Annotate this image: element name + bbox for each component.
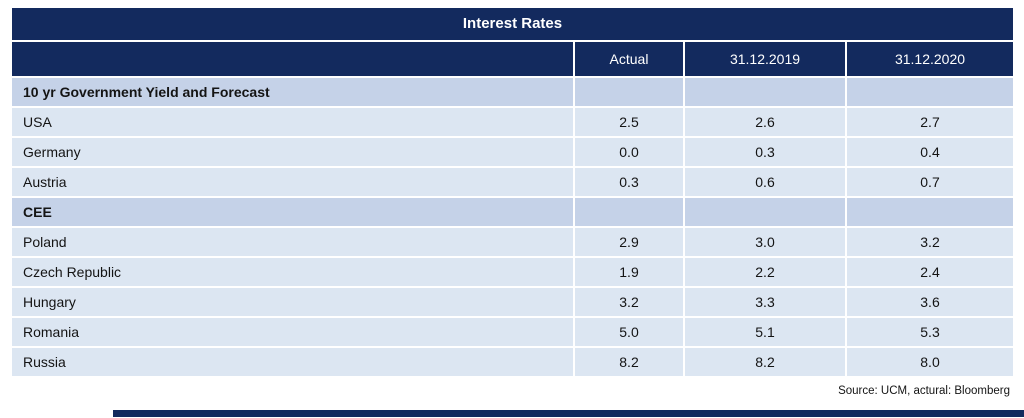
cell-2020: 5.3 xyxy=(847,318,1013,346)
cell-2020: 3.6 xyxy=(847,288,1013,316)
column-header-actual: Actual xyxy=(575,42,683,76)
column-header-2020: 31.12.2020 xyxy=(847,42,1013,76)
source-note: Source: UCM, actural: Bloomberg xyxy=(838,385,1010,397)
row-label: Hungary xyxy=(12,288,573,316)
section-label: CEE xyxy=(12,198,573,226)
cell-2020: 0.4 xyxy=(847,138,1013,166)
column-header-empty xyxy=(12,42,573,76)
cell-2020 xyxy=(847,198,1013,226)
row-label: USA xyxy=(12,108,573,136)
cell-2019: 2.2 xyxy=(685,258,845,286)
cell-2019: 3.0 xyxy=(685,228,845,256)
cell-actual: 1.9 xyxy=(575,258,683,286)
row-label: Austria xyxy=(12,168,573,196)
row-label: Poland xyxy=(12,228,573,256)
cell-2019: 8.2 xyxy=(685,348,845,376)
table-title: Interest Rates xyxy=(12,8,1013,40)
interest-rates-table: Interest Rates Actual 31.12.2019 31.12.2… xyxy=(12,8,1013,376)
cell-actual: 0.3 xyxy=(575,168,683,196)
cell-actual: 2.9 xyxy=(575,228,683,256)
cell-actual xyxy=(575,78,683,106)
cell-actual xyxy=(575,198,683,226)
cell-2020: 8.0 xyxy=(847,348,1013,376)
cell-2019: 0.6 xyxy=(685,168,845,196)
cell-actual: 2.5 xyxy=(575,108,683,136)
cell-2020: 3.2 xyxy=(847,228,1013,256)
row-label: Germany xyxy=(12,138,573,166)
cell-actual: 8.2 xyxy=(575,348,683,376)
row-label: Czech Republic xyxy=(12,258,573,286)
cell-actual: 5.0 xyxy=(575,318,683,346)
cell-2019: 5.1 xyxy=(685,318,845,346)
row-label: Russia xyxy=(12,348,573,376)
cell-2019: 0.3 xyxy=(685,138,845,166)
cell-2019: 3.3 xyxy=(685,288,845,316)
cell-2019 xyxy=(685,78,845,106)
cell-2020 xyxy=(847,78,1013,106)
cell-2020: 0.7 xyxy=(847,168,1013,196)
row-label: Romania xyxy=(12,318,573,346)
table-grid: Actual 31.12.2019 31.12.2020 10 yr Gover… xyxy=(12,42,1013,376)
cell-2019: 2.6 xyxy=(685,108,845,136)
cell-2019 xyxy=(685,198,845,226)
column-header-2019: 31.12.2019 xyxy=(685,42,845,76)
cell-2020: 2.4 xyxy=(847,258,1013,286)
cell-2020: 2.7 xyxy=(847,108,1013,136)
cell-actual: 0.0 xyxy=(575,138,683,166)
section-label: 10 yr Government Yield and Forecast xyxy=(12,78,573,106)
bottom-accent-bar xyxy=(113,410,1024,417)
cell-actual: 3.2 xyxy=(575,288,683,316)
